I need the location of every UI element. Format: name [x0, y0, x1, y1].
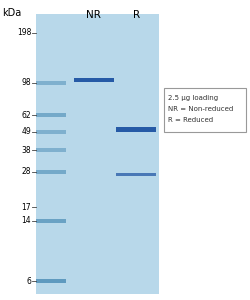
Text: 28: 28	[22, 167, 31, 176]
Bar	[36, 219, 66, 223]
Text: 38: 38	[22, 146, 31, 154]
Text: 198: 198	[17, 28, 31, 37]
Text: 62: 62	[22, 111, 31, 120]
Bar	[116, 172, 156, 176]
Text: 49: 49	[22, 128, 31, 136]
Text: R = Reduced: R = Reduced	[168, 117, 214, 123]
Text: 17: 17	[22, 202, 31, 211]
Text: kDa: kDa	[2, 8, 22, 17]
Bar	[36, 130, 66, 134]
Text: NR = Non-reduced: NR = Non-reduced	[168, 106, 234, 112]
Text: NR: NR	[86, 10, 101, 20]
Text: R: R	[133, 10, 140, 20]
Bar	[36, 81, 66, 85]
Text: 14: 14	[22, 216, 31, 225]
Bar	[36, 113, 66, 117]
Bar	[36, 279, 66, 283]
Bar	[116, 127, 156, 131]
Bar	[164, 88, 246, 132]
Bar	[74, 77, 114, 82]
Text: 98: 98	[22, 78, 31, 87]
Bar	[36, 148, 66, 152]
Text: 2.5 μg loading: 2.5 μg loading	[168, 95, 218, 101]
Bar	[36, 14, 159, 294]
Text: 6: 6	[26, 277, 31, 286]
Bar	[36, 170, 66, 174]
